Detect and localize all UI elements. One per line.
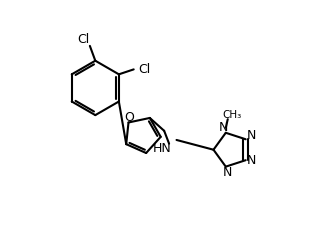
Text: CH₃: CH₃: [222, 110, 241, 120]
Text: N: N: [246, 154, 256, 167]
Text: N: N: [222, 166, 232, 178]
Text: Cl: Cl: [139, 63, 151, 76]
Text: Cl: Cl: [77, 33, 90, 46]
Text: O: O: [124, 110, 134, 124]
Text: N: N: [219, 121, 228, 134]
Text: HN: HN: [153, 142, 172, 154]
Text: N: N: [246, 129, 256, 142]
